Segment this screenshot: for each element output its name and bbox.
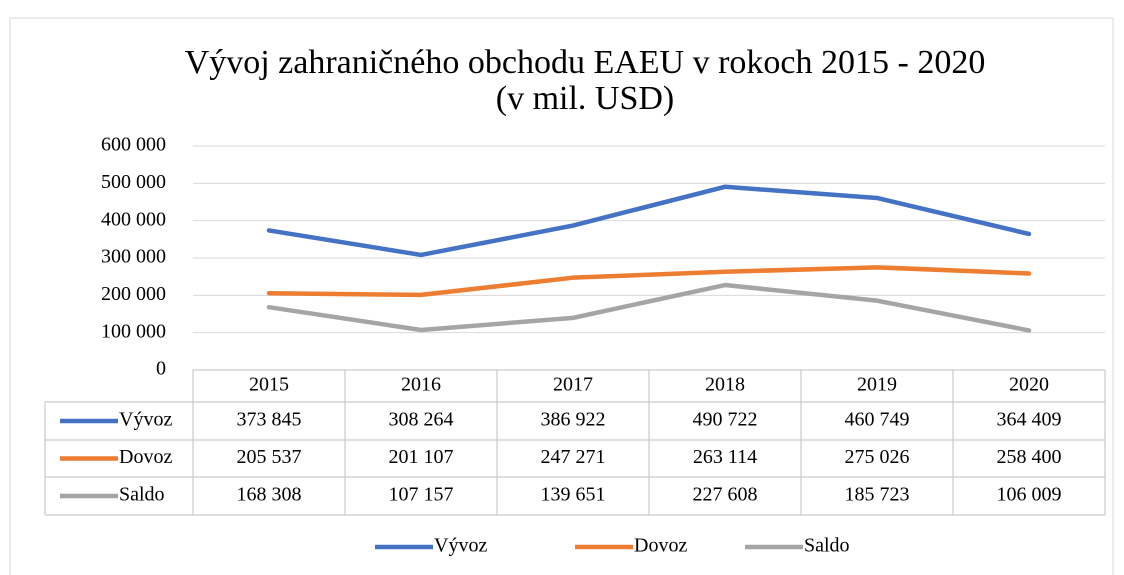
chart-frame (9, 17, 1114, 575)
table-value: 386 922 (541, 409, 606, 431)
table-value: 227 608 (693, 484, 758, 506)
table-value: 106 009 (997, 484, 1062, 506)
legend-label: Saldo (804, 535, 850, 557)
table-value: 139 651 (541, 484, 606, 506)
table-value: 258 400 (997, 446, 1062, 468)
series-line (266, 265, 1032, 298)
y-tick-label: 300 000 (101, 246, 166, 268)
table-value: 308 264 (389, 409, 454, 431)
legend-label: Vývoz (434, 535, 487, 557)
table-value: 247 271 (541, 446, 606, 468)
x-tick-label: 2017 (553, 374, 593, 396)
y-tick-label: 0 (156, 358, 166, 380)
x-tick-label: 2016 (401, 374, 441, 396)
table-value: 373 845 (237, 409, 302, 431)
table-value: 201 107 (389, 446, 454, 468)
x-tick-label: 2018 (705, 374, 745, 396)
table-value: 168 308 (237, 484, 302, 506)
y-tick-label: 200 000 (101, 283, 166, 305)
legend-label: Dovoz (634, 535, 687, 557)
table-value: 460 749 (845, 409, 910, 431)
y-tick-label: 500 000 (101, 171, 166, 193)
table-value: 263 114 (693, 446, 757, 468)
table-value: 364 409 (997, 409, 1062, 431)
y-tick-label: 600 000 (101, 134, 166, 156)
x-tick-label: 2020 (1009, 374, 1049, 396)
chart-title: (v mil. USD) (496, 80, 675, 117)
y-tick-label: 400 000 (101, 208, 166, 230)
series-line (266, 282, 1032, 333)
y-tick-label: 100 000 (101, 320, 166, 342)
table-series-name: Vývoz (119, 409, 172, 431)
table-value: 275 026 (845, 446, 910, 468)
table-series-name: Saldo (119, 484, 165, 506)
x-tick-label: 2015 (249, 374, 289, 396)
table-value: 185 723 (845, 484, 910, 506)
table-value: 107 157 (389, 484, 454, 506)
table-value: 490 722 (693, 409, 758, 431)
table-series-name: Dovoz (119, 446, 172, 468)
table-value: 205 537 (237, 446, 302, 468)
chart-title: Vývoj zahraničného obchodu EAEU v rokoch… (185, 44, 986, 81)
x-tick-label: 2019 (857, 374, 897, 396)
series-line (266, 184, 1032, 258)
